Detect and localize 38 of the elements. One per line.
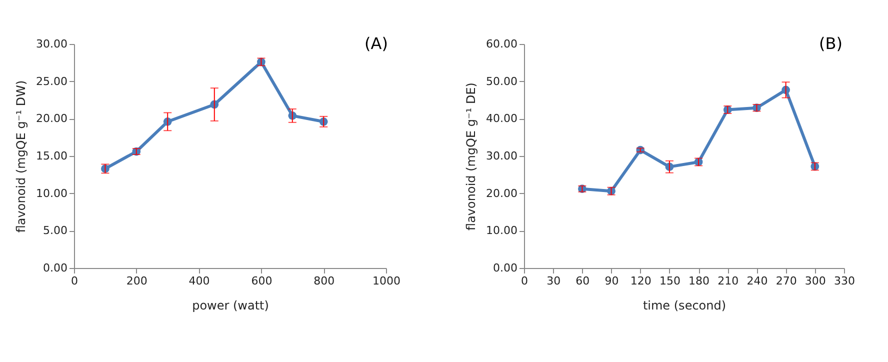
x-tick-label: 150 — [659, 274, 680, 288]
y-axis-title: flavonoid (mgQE g⁻¹ DW) — [14, 80, 28, 233]
y-tick-label: 10.00 — [486, 224, 518, 238]
x-axis-title: power (watt) — [192, 298, 269, 312]
y-tick-label: 50.00 — [486, 74, 518, 88]
chart-title: (A) — [364, 34, 388, 53]
x-tick-label: 30 — [546, 274, 561, 288]
x-tick-label: 270 — [776, 274, 797, 288]
x-tick-label: 0 — [521, 274, 528, 288]
y-tick-label: 40.00 — [486, 112, 518, 126]
y-tick-label: 30.00 — [486, 150, 518, 162]
x-axis-title: time (second) — [642, 298, 726, 312]
y-tick-label: 20.00 — [36, 112, 68, 126]
x-tick-label: 180 — [688, 274, 710, 288]
y-tick-label: 0.00 — [43, 262, 68, 274]
x-tick-label: 120 — [630, 274, 652, 288]
y-tick-label: 5.00 — [43, 224, 68, 238]
x-tick-label: 60 — [576, 274, 590, 288]
y-axis-title: flavonoid (mgQE g⁻¹ DE) — [464, 82, 478, 230]
y-tick-label: 25.00 — [36, 74, 68, 88]
x-tick-label: 1000 — [372, 274, 400, 288]
y-tick-label: 15.00 — [36, 150, 68, 162]
x-tick-label: 240 — [746, 274, 768, 288]
x-tick-label: 330 — [834, 274, 855, 288]
x-tick-label: 0 — [71, 274, 78, 288]
x-tick-label: 90 — [604, 274, 619, 288]
x-tick-label: 300 — [804, 274, 826, 288]
y-tick-label: 30.00 — [36, 38, 68, 50]
x-tick-label: 600 — [251, 274, 272, 288]
x-tick-label: 400 — [188, 274, 210, 288]
x-tick-label: 210 — [718, 274, 739, 288]
y-tick-label: 10.00 — [36, 186, 68, 200]
x-tick-label: 800 — [314, 274, 335, 288]
y-tick-label: 20.00 — [486, 186, 518, 200]
chart-title: (B) — [819, 34, 842, 53]
y-tick-label: 60.00 — [486, 38, 518, 50]
x-tick-label: 200 — [126, 274, 148, 288]
y-tick-label: 0.00 — [493, 262, 518, 274]
